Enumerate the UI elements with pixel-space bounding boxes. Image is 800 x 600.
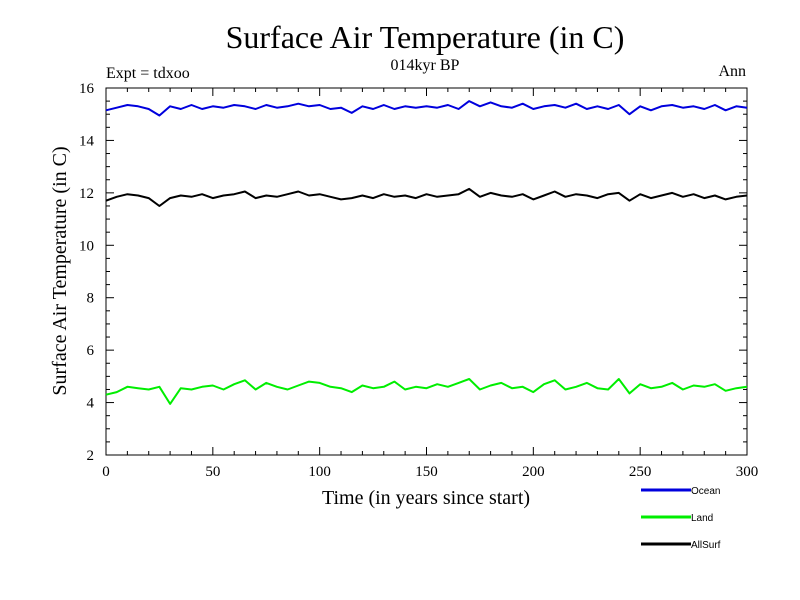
x-tick-label: 200: [522, 464, 545, 480]
legend-label-allsurf: AllSurf: [691, 540, 721, 551]
y-tick-label: 10: [79, 238, 94, 254]
y-tick-label: 8: [87, 291, 95, 307]
y-tick-label: 6: [87, 343, 95, 359]
series-line-allsurf: [105, 187, 748, 207]
legend-label-land: Land: [691, 513, 713, 524]
y-tick-label: 14: [79, 133, 95, 149]
series-line-ocean: [105, 100, 748, 117]
x-tick-label: 150: [415, 464, 438, 480]
plot-frame: [105, 87, 748, 456]
y-tick-label: 16: [79, 81, 95, 97]
y-tick-label: 12: [79, 186, 94, 202]
x-tick-label: 100: [308, 464, 331, 480]
legend-label-ocean: Ocean: [691, 486, 720, 497]
x-tick-label: 250: [629, 464, 652, 480]
series-lines: [105, 100, 748, 405]
x-axis-label: Time (in years since start): [322, 487, 530, 509]
y-axis-label: Surface Air Temperature (in C): [49, 146, 71, 395]
chart-title: Surface Air Temperature (in C): [226, 19, 625, 55]
legend: Ocean Land AllSurf: [641, 486, 721, 551]
x-tick-label: 50: [205, 464, 220, 480]
y-tick-label: 2: [87, 448, 95, 464]
y-tick-label: 4: [87, 396, 95, 412]
series-line-land: [105, 378, 748, 405]
x-tick-label: 300: [736, 464, 759, 480]
axis-ticks: [105, 87, 748, 456]
x-tick-label: 0: [102, 464, 110, 480]
experiment-label: Expt = tdxoo: [106, 65, 190, 82]
season-label: Ann: [718, 63, 746, 80]
chart-subtitle: 014kyr BP: [391, 57, 460, 74]
tick-labels: 0 50 100 150 200 250 300 2 4 6 8 10 12 14 16: [79, 81, 758, 480]
